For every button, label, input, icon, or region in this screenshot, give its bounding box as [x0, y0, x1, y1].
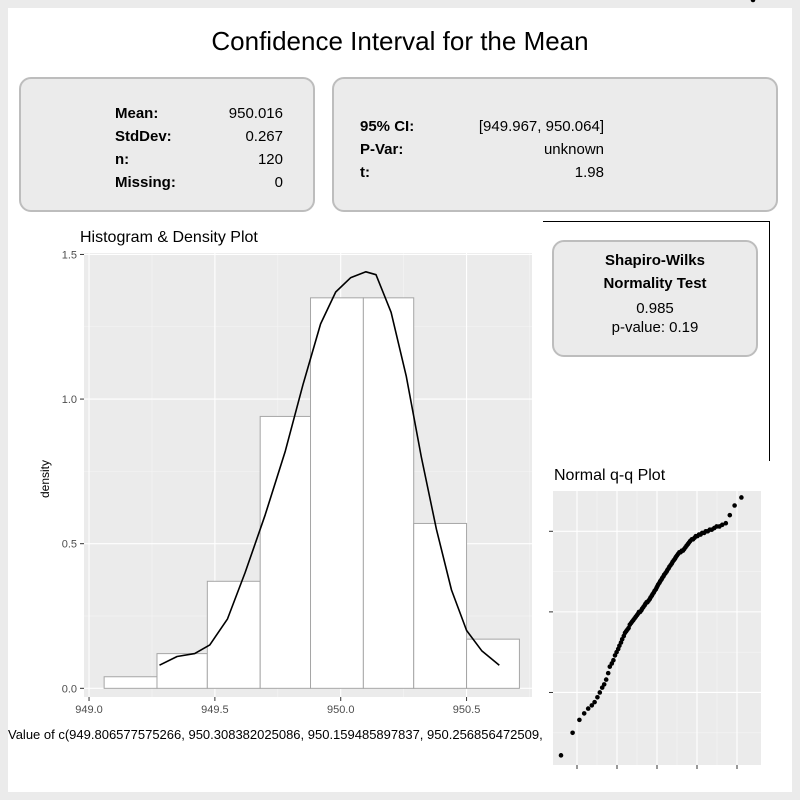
qq-plot-title: Normal q-q Plot — [554, 467, 666, 484]
histogram-bar — [259, 415, 312, 689]
qq-point — [611, 657, 616, 663]
histogram-y-tick-label: 1.0 — [62, 394, 77, 406]
stat-label: Missing: — [115, 174, 176, 191]
qq-point — [605, 670, 611, 676]
histogram-y-tick-label: 1.5 — [62, 249, 77, 261]
histogram-bar — [362, 297, 415, 689]
histogram-bar — [156, 653, 208, 689]
histogram-x-tick-label: 950.0 — [327, 704, 355, 716]
normality-test-title: Shapiro-Wilks Normality Test — [554, 249, 756, 295]
normality-test-title-line1: Shapiro-Wilks — [605, 252, 705, 269]
stat-label: n: — [115, 151, 130, 168]
qq-point — [719, 522, 725, 528]
histogram-y-tick-label: 0.0 — [62, 683, 77, 695]
qq-point — [585, 706, 591, 711]
density-curve — [159, 270, 500, 666]
connector-line-horizontal — [543, 221, 770, 222]
qq-point — [570, 730, 575, 736]
qq-point — [589, 703, 595, 708]
histogram-x-tick-label: 950.5 — [453, 704, 481, 716]
qq-point — [595, 695, 600, 700]
stat-label: P-Var: — [360, 141, 404, 158]
qq-point — [727, 512, 733, 518]
summary-stats-panel: Mean: 950.016 StdDev: 0.267 n: 120 Missi… — [19, 77, 315, 212]
normality-test-panel: Shapiro-Wilks Normality Test 0.985 p-val… — [552, 240, 758, 357]
connector-line-vertical — [769, 221, 770, 461]
histogram-x-tick-label: 949.0 — [75, 704, 103, 716]
qq-point — [603, 677, 609, 682]
histogram-bar — [310, 297, 364, 689]
qq-point — [581, 711, 587, 716]
stat-value: 1.98 — [574, 164, 604, 181]
normality-test-p-value: p-value: 0.19 — [611, 319, 699, 336]
stat-value: unknown — [543, 141, 604, 158]
qq-point — [750, 0, 756, 3]
confidence-interval-panel: 95% CI: [949.967, 950.064] P-Var: unknow… — [332, 77, 778, 212]
histogram-y-tick-label: 0.5 — [62, 539, 77, 551]
stat-value: 120 — [257, 151, 283, 168]
page-title: Confidence Interval for the Mean — [211, 26, 589, 56]
qq-point — [732, 503, 737, 508]
qq-point — [592, 699, 597, 705]
stat-label: Mean: — [115, 105, 159, 122]
qq-point — [558, 753, 564, 758]
histogram-title: Histogram & Density Plot — [80, 229, 258, 246]
normality-test-title-line2: Normality Test — [603, 275, 707, 292]
qq-point — [601, 682, 607, 687]
histogram-bar — [466, 638, 520, 689]
normality-test-statistic: 0.985 — [636, 300, 674, 317]
qq-point — [739, 495, 744, 500]
stat-label: t: — [360, 164, 370, 181]
stat-value: 0 — [274, 174, 283, 191]
stat-value: 0.267 — [245, 128, 283, 145]
histogram-x-tick-label: 949.5 — [201, 704, 229, 716]
stat-label: StdDev: — [115, 128, 172, 145]
qq-point — [597, 690, 603, 695]
stat-label: 95% CI: — [360, 118, 415, 135]
qq-point — [577, 717, 582, 723]
value-caption: Value of c(949.806577575266, 950.3083820… — [8, 727, 543, 742]
qq-point — [723, 520, 729, 526]
stat-value: [949.967, 950.064] — [478, 118, 604, 135]
stat-value: 950.016 — [228, 105, 283, 122]
